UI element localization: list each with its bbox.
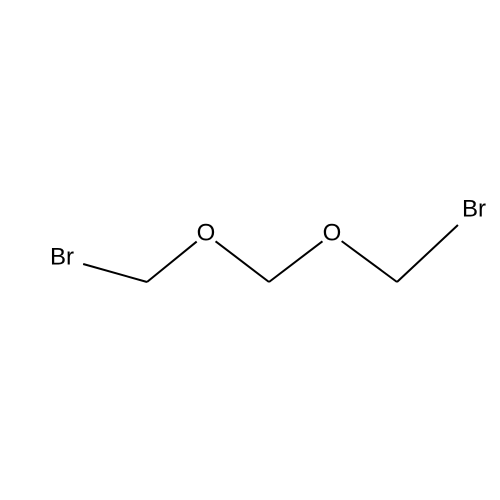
- atom-label-br1: Br: [50, 243, 74, 270]
- atom-label-br2: Br: [462, 195, 486, 222]
- atom-label-o2: O: [323, 219, 342, 246]
- bonds-layer: [83, 225, 458, 282]
- bond-4: [342, 241, 397, 282]
- bond-3: [269, 241, 322, 282]
- bond-5: [397, 225, 458, 282]
- chemical-structure-diagram: Br O O Br: [0, 0, 500, 500]
- bond-0: [83, 264, 147, 282]
- bond-1: [147, 242, 197, 282]
- atom-label-o1: O: [197, 219, 216, 246]
- bond-2: [216, 241, 269, 282]
